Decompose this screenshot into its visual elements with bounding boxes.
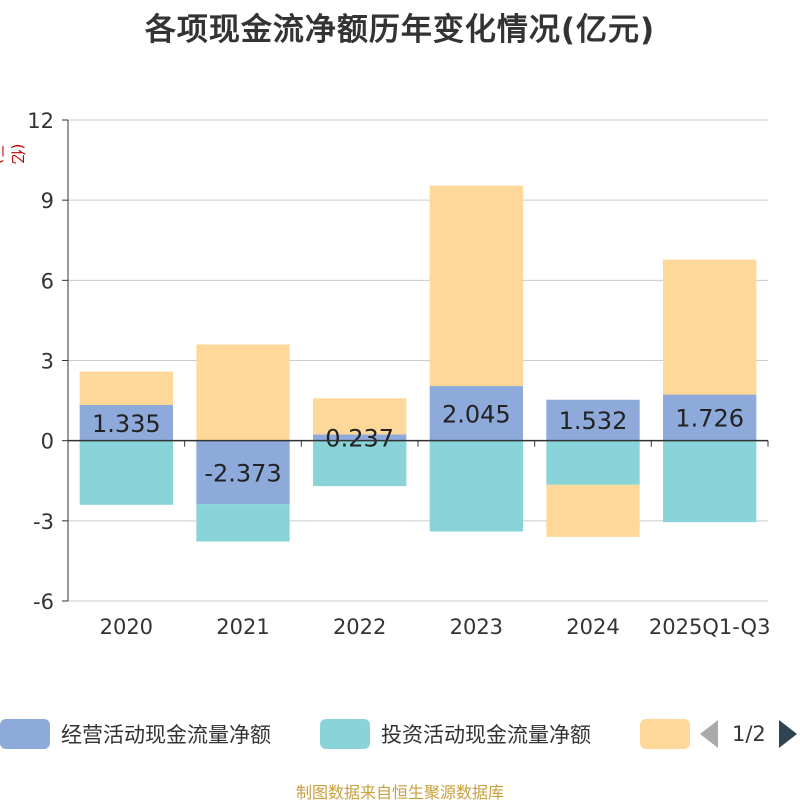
legend-item-investing[interactable]: 投资活动现金流量净额 [320,718,591,750]
x-tick-label-2020: 2020 [100,615,153,639]
data-label-2022: 0.237 [325,425,394,453]
data-label-2024: 1.532 [559,407,628,435]
bar-operating-2020 [79,404,173,441]
y-tick-label: -3 [33,510,54,534]
bar-operating-2021 [196,440,290,505]
bar-investing-2021 [196,504,290,542]
y-tick-label: 9 [41,189,54,213]
chart-plot: 1.335 -2.373 0.237 2.045 1.532 1.726 -6 -3 0 3 6 9… [27,109,771,639]
bar-financing-2025Q1-Q3 [663,259,757,395]
bar-operating-2023 [429,386,523,441]
bar-financing-2023 [429,185,523,387]
legend-page-indicator: 1/2 [732,722,766,746]
bar-financing-2021 [196,344,290,441]
bar-investing-2022 [313,440,407,487]
y-tick-label: -6 [33,590,54,614]
bar-financing-2020 [79,371,173,405]
bar-investing-2020 [79,440,173,505]
legend-swatch-investing [320,719,370,749]
bar-investing-2025Q1-Q3 [663,440,757,523]
x-tick-label-2023: 2023 [450,615,503,639]
bar-operating-2025Q1-Q3 [663,394,757,441]
x-tick-label-2021: 2021 [216,615,269,639]
x-tick-label-2025Q1-Q3: 2025Q1-Q3 [649,615,771,639]
x-tick-label-2024: 2024 [566,615,619,639]
pager-prev-icon[interactable] [700,720,718,748]
data-label-2023: 2.045 [442,400,511,428]
bar-financing-2022 [313,398,407,435]
bar-investing-2024 [546,440,640,485]
bar-operating-2024 [546,399,640,441]
y-tick-label: 0 [41,430,54,454]
pager-next-icon[interactable] [778,720,797,748]
legend-item-operating[interactable]: 经营活动现金流量净额 [0,718,271,750]
legend-swatch-financing [640,719,690,749]
y-tick-label: 3 [41,350,54,374]
data-label-2020: 1.335 [92,410,161,438]
bar-operating-2022 [313,434,407,441]
data-label-2025Q1-Q3: 1.726 [675,405,744,433]
legend-label-operating: 经营活动现金流量净额 [61,723,271,747]
legend-swatch-operating [0,719,50,749]
y-tick-label: 6 [41,269,54,293]
bar-investing-2023 [429,440,523,532]
legend-item-financing[interactable] [640,718,690,750]
legend-label-investing: 投资活动现金流量净额 [381,723,591,747]
bar-financing-2024 [546,484,640,537]
chart-title: 各项现金流净额历年变化情况(亿元) [144,12,656,48]
x-tick-label-2022: 2022 [333,615,386,639]
source-note: 制图数据来自恒生聚源数据库 [295,783,504,802]
data-label-2021: -2.373 [204,459,281,487]
y-tick-label: 12 [27,109,54,133]
legend-pager: 1/2 [700,718,797,750]
